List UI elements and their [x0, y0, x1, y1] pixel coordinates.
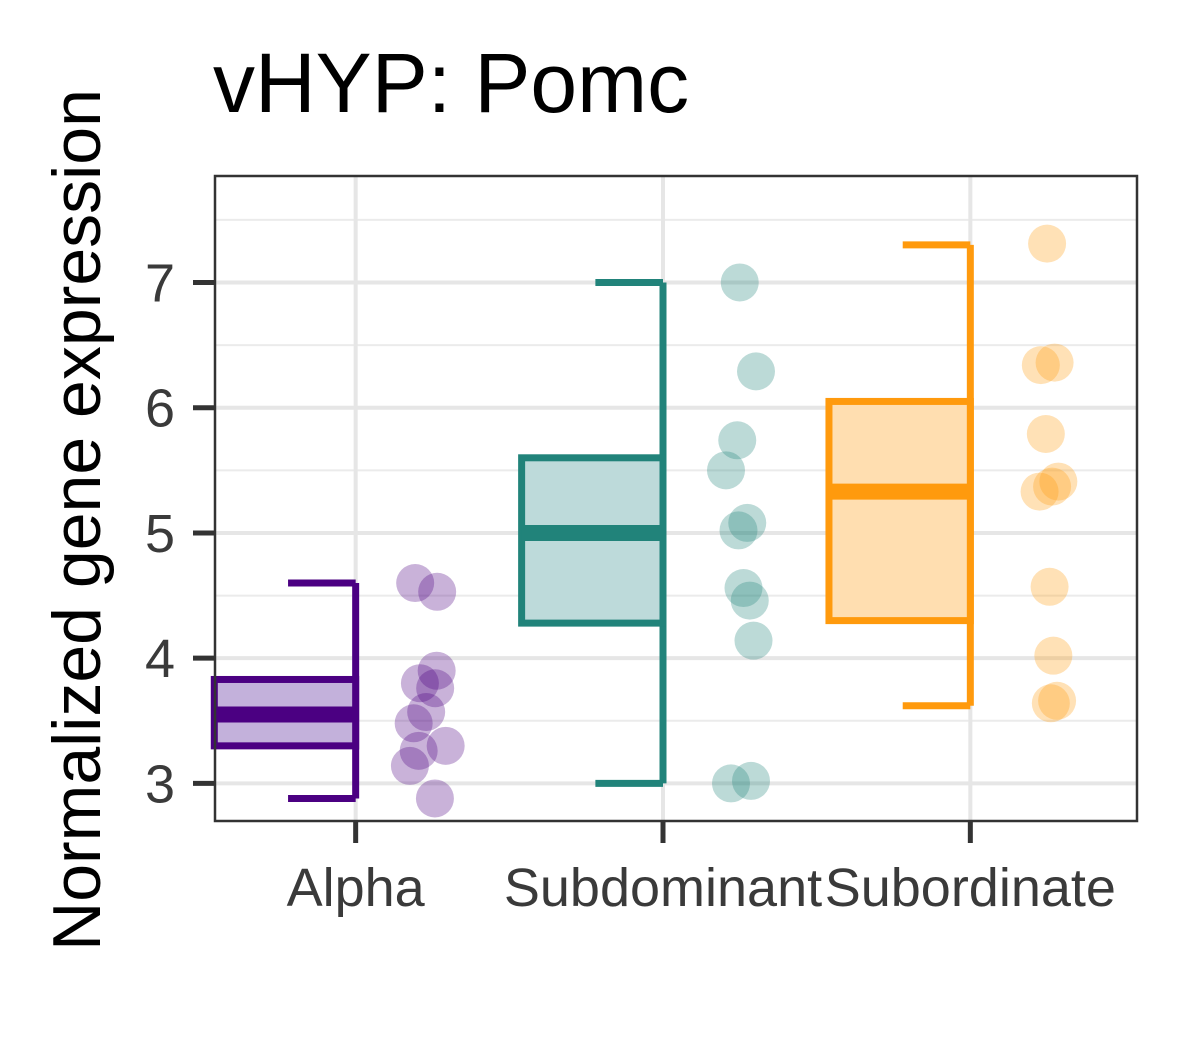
- data-point: [718, 421, 757, 460]
- y-tick-label: 7: [145, 253, 175, 313]
- points-alpha: [390, 564, 465, 818]
- boxplot-alpha: [210, 579, 360, 802]
- data-point: [1028, 224, 1067, 263]
- points-subordinate: [1020, 224, 1078, 723]
- x-tick-label: Subdominant: [504, 858, 822, 918]
- points-subdominant: [707, 263, 775, 803]
- data-point: [399, 731, 438, 770]
- data-point: [1026, 415, 1065, 453]
- data-point: [724, 569, 763, 608]
- y-axis-label: Normalized gene expression: [39, 89, 115, 951]
- data-point: [1033, 467, 1072, 506]
- data-point: [416, 669, 455, 708]
- data-point: [730, 581, 769, 620]
- data-point: [418, 572, 457, 611]
- y-tick-label: 6: [145, 379, 175, 439]
- data-point: [396, 564, 435, 603]
- points: [390, 224, 1078, 818]
- data-point: [734, 621, 773, 660]
- data-point: [712, 764, 750, 803]
- data-point: [1020, 472, 1059, 511]
- data-point: [1021, 346, 1060, 385]
- data-point: [1035, 343, 1074, 382]
- data-point: [1038, 681, 1077, 720]
- boxplot-subdominant: [518, 278, 667, 787]
- y-tick-label: 3: [145, 754, 175, 814]
- data-point: [719, 511, 758, 550]
- data-point: [707, 451, 745, 490]
- x-tick-label: Subordinate: [825, 858, 1116, 918]
- plot-border: [213, 174, 1139, 823]
- data-point: [415, 779, 454, 818]
- boxes: [210, 241, 974, 802]
- data-point: [732, 761, 770, 800]
- x-tick-label: Alpha: [287, 858, 426, 918]
- y-tick-label: 4: [145, 629, 175, 689]
- data-point: [737, 352, 775, 391]
- box-iqr: [825, 397, 974, 625]
- chart-title: vHYP: Pomc: [213, 36, 689, 130]
- data-point: [407, 693, 446, 732]
- data-point: [417, 651, 456, 690]
- data-point: [426, 726, 465, 765]
- y-tick-label: 5: [145, 504, 175, 564]
- data-point: [728, 503, 767, 542]
- data-point: [1039, 462, 1078, 501]
- axes: 3 4 5 6 7 Alpha Subdominant Subordinate: [145, 253, 1116, 918]
- data-point: [390, 746, 429, 785]
- data-point: [394, 704, 433, 743]
- data-point: [1030, 567, 1069, 606]
- data-point: [400, 664, 439, 703]
- data-point: [1031, 684, 1070, 723]
- boxplot-subordinate: [825, 241, 974, 710]
- data-point: [720, 263, 759, 302]
- data-point: [1034, 636, 1073, 675]
